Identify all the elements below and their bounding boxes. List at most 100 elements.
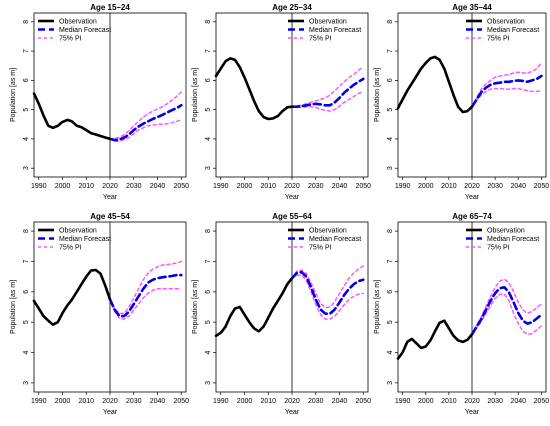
- chart-title: Age 35–44: [452, 3, 492, 12]
- x-tick-label: 2040: [150, 398, 166, 405]
- prediction-interval-line: [471, 293, 543, 336]
- y-tick-label: 3: [23, 166, 30, 170]
- x-tick-label: 2040: [332, 183, 348, 190]
- y-tick-label: 3: [23, 381, 30, 385]
- median-forecast-line: [108, 104, 183, 142]
- x-tick-label: 1990: [395, 183, 411, 190]
- legend-label: Median Forecast: [487, 236, 539, 243]
- y-tick-label: 6: [387, 290, 394, 294]
- y-axis-label: Population [as m]: [374, 280, 381, 334]
- y-tick-label: 4: [23, 137, 30, 141]
- y-tick-label: 4: [387, 350, 394, 354]
- prediction-interval-line: [109, 288, 183, 320]
- y-tick-label: 5: [387, 108, 394, 112]
- x-axis-label: Year: [103, 409, 118, 416]
- y-tick-label: 3: [387, 166, 394, 170]
- y-axis-label: Population [as m]: [10, 280, 17, 334]
- median-forecast-line: [108, 273, 183, 318]
- observation-line: [32, 268, 112, 326]
- x-tick-label: 2050: [173, 183, 189, 190]
- x-tick-label: 2050: [355, 398, 371, 405]
- legend-label: Median Forecast: [59, 27, 111, 34]
- y-tick-label: 8: [387, 20, 394, 24]
- prediction-interval-line: [291, 265, 365, 309]
- x-tick-label: 2050: [534, 183, 550, 190]
- legend-label: Observation: [309, 19, 347, 26]
- legend-label: 75% PI: [487, 36, 510, 43]
- x-tick-label: 2000: [237, 183, 253, 190]
- y-tick-label: 4: [205, 350, 212, 354]
- legend-label: 75% PI: [487, 245, 510, 252]
- observation-line: [32, 92, 112, 141]
- legend-label: Observation: [487, 228, 525, 235]
- prediction-interval-line: [291, 274, 365, 320]
- y-tick-label: 7: [23, 259, 30, 263]
- x-tick-label: 2020: [102, 398, 118, 405]
- chart-panel-6: Age 65–74 1990 2000 2010 2020 2030 2040 2050 3 4 5…: [374, 212, 549, 416]
- y-tick-label: 3: [387, 381, 394, 385]
- y-tick-label: 5: [205, 108, 212, 112]
- y-tick-label: 8: [23, 20, 30, 24]
- y-tick-label: 4: [205, 137, 212, 141]
- y-tick-label: 5: [23, 320, 30, 324]
- legend-label: 75% PI: [309, 245, 332, 252]
- y-tick-label: 8: [205, 20, 212, 24]
- legend-label: Median Forecast: [59, 236, 111, 243]
- y-axis-label: Population [as m]: [374, 68, 381, 122]
- observation-line: [396, 55, 474, 114]
- legend-label: 75% PI: [59, 245, 82, 252]
- x-tick-label: 2010: [441, 398, 457, 405]
- y-tick-label: 4: [387, 137, 394, 141]
- y-tick-label: 7: [23, 49, 30, 53]
- median-forecast-line: [470, 74, 543, 108]
- legend-label: Median Forecast: [487, 27, 539, 34]
- observation-line: [214, 276, 294, 338]
- chart-title: Age 25–34: [272, 3, 312, 12]
- x-axis-label: Year: [465, 194, 480, 201]
- chart-title: Age 65–74: [452, 212, 492, 221]
- legend-label: Observation: [59, 228, 97, 235]
- x-tick-label: 2030: [126, 183, 142, 190]
- chart-title: Age 15–24: [90, 3, 130, 12]
- prediction-interval-line: [109, 91, 183, 140]
- y-tick-label: 5: [387, 320, 394, 324]
- x-axis-label: Year: [465, 409, 480, 416]
- y-tick-label: 6: [205, 290, 212, 294]
- y-tick-label: 4: [23, 350, 30, 354]
- x-axis-label: Year: [285, 194, 300, 201]
- x-tick-label: 2020: [102, 183, 118, 190]
- x-tick-label: 2020: [284, 398, 300, 405]
- y-tick-label: 8: [205, 229, 212, 233]
- x-tick-label: 2050: [355, 183, 371, 190]
- y-tick-label: 5: [205, 320, 212, 324]
- x-tick-label: 2010: [78, 398, 94, 405]
- y-tick-label: 6: [387, 78, 394, 82]
- legend-label: Observation: [487, 19, 525, 26]
- x-tick-label: 2010: [78, 183, 94, 190]
- y-tick-label: 7: [387, 49, 394, 53]
- x-tick-label: 2050: [534, 398, 550, 405]
- x-tick-label: 2000: [55, 183, 71, 190]
- legend-label: 75% PI: [59, 36, 82, 43]
- y-tick-label: 6: [23, 290, 30, 294]
- y-tick-label: 6: [205, 78, 212, 82]
- x-tick-label: 2020: [464, 183, 480, 190]
- x-tick-label: 2010: [441, 183, 457, 190]
- x-tick-label: 2000: [418, 398, 434, 405]
- x-tick-label: 2030: [487, 398, 503, 405]
- x-tick-label: 2020: [464, 398, 480, 405]
- y-tick-label: 8: [387, 229, 394, 233]
- x-tick-label: 2000: [418, 183, 434, 190]
- legend-label: Observation: [309, 228, 347, 235]
- chart-panel-2: Age 25–34 1990 2000 2010 2020 2030 2040 2050 3 4 5…: [192, 3, 371, 201]
- y-axis-label: Population [as m]: [10, 68, 17, 122]
- y-tick-label: 7: [205, 49, 212, 53]
- x-tick-label: 1990: [213, 183, 229, 190]
- x-axis-label: Year: [285, 409, 300, 416]
- y-tick-label: 8: [23, 229, 30, 233]
- y-tick-label: 6: [23, 78, 30, 82]
